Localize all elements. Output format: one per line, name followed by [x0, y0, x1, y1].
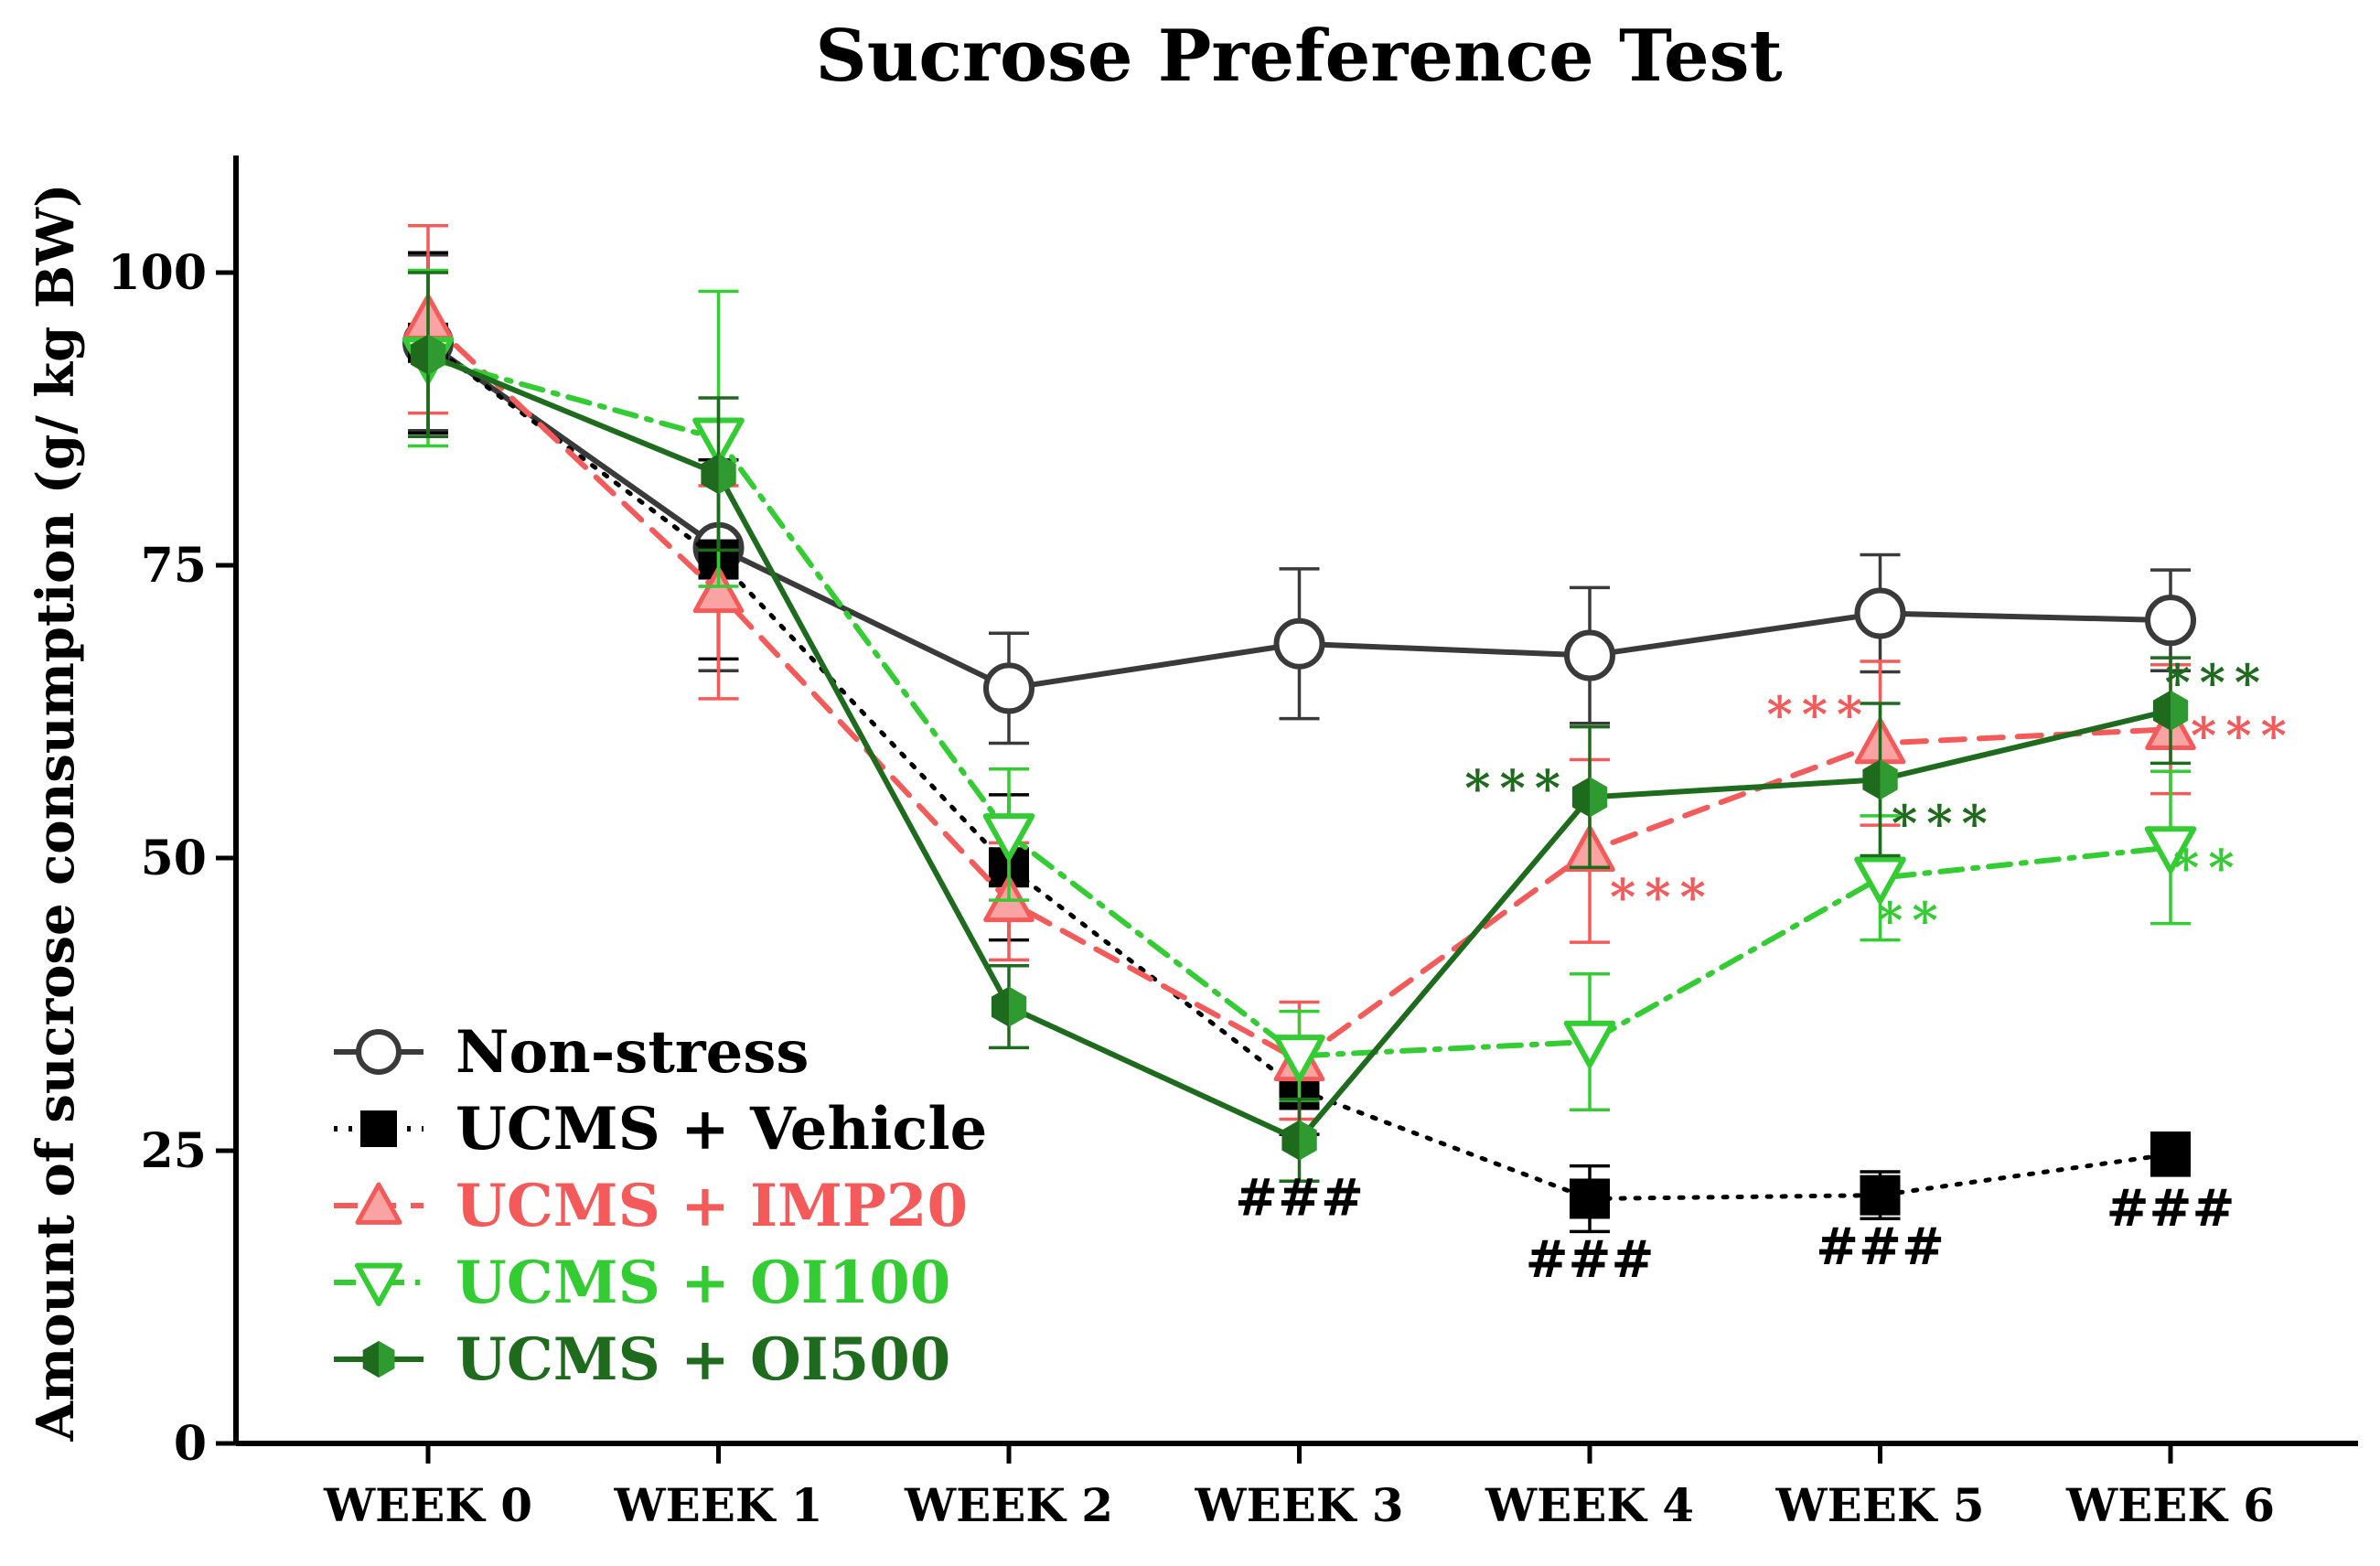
axes: 0 25 50 75 100 WEEK 0 WEEK 1 WEEK 2 WEEK 3 WEEK 4… [107, 156, 2358, 1532]
data-point [1273, 617, 1325, 670]
significance-star-label: ** [1877, 891, 1946, 949]
x-tick-label: WEEK 6 [2065, 1478, 2275, 1532]
data-point [1570, 1178, 1610, 1219]
y-tick-label: 50 [141, 831, 207, 886]
series-layer [402, 224, 2197, 1234]
y-axis-label: Amount of sucrose consumption (g/ kg BW) [26, 184, 86, 1443]
data-point [983, 662, 1035, 714]
significance-hash-label: ### [2107, 1178, 2235, 1239]
legend-label: Non-stress [456, 1018, 809, 1087]
legend-marker [356, 1029, 402, 1075]
data-point-half [1299, 1120, 1317, 1161]
data-point-half [1880, 759, 1898, 800]
data-point [1854, 587, 1906, 639]
significance-star-label: *** [1766, 685, 1871, 744]
significance-star-label: *** [2191, 706, 2296, 765]
data-point [1564, 629, 1615, 681]
x-tick-label: WEEK 5 [1774, 1478, 1984, 1532]
data-point [2144, 826, 2197, 874]
data-point [1854, 856, 1906, 905]
x-tick-label: WEEK 0 [323, 1478, 532, 1532]
x-tick-label: WEEK 1 [613, 1478, 822, 1532]
significance-hash-label: ### [1816, 1217, 1945, 1277]
series-ucms-oi500 [408, 271, 2191, 1184]
legend-label: UCMS + Vehicle [456, 1095, 987, 1164]
significance-star-label: *** [2164, 653, 2269, 712]
data-point-half [1009, 986, 1027, 1027]
significance-star-label: *** [1610, 867, 1715, 926]
x-tick-label: WEEK 4 [1485, 1478, 1694, 1532]
y-tick-label: 0 [174, 1416, 207, 1472]
legend-item: UCMS + OI500 [334, 1325, 950, 1394]
legend-label: UCMS + IMP20 [456, 1172, 968, 1240]
y-tick-label: 100 [107, 245, 207, 301]
legend-item: Non-stress [334, 1018, 809, 1087]
significance-star-label: *** [1892, 794, 1997, 853]
data-point [1273, 1035, 1325, 1082]
significance-star-label: ** [2173, 838, 2243, 896]
y-tick-label: 75 [141, 538, 207, 594]
y-tick-label: 25 [141, 1123, 207, 1179]
data-point [982, 813, 1035, 861]
data-point [692, 566, 745, 614]
annotation-layer: ###### ######********************** [1235, 653, 2296, 1290]
data-point [1860, 1174, 1901, 1216]
data-point-half [428, 334, 446, 375]
significance-hash-label: ### [1526, 1229, 1655, 1290]
legend-label: UCMS + OI500 [456, 1325, 950, 1394]
significance-hash-label: ### [1235, 1167, 1364, 1228]
legend-marker-half [379, 1341, 395, 1378]
legend-marker [355, 1262, 402, 1306]
data-point-half [2171, 690, 2189, 731]
chart-title: Sucrose Preference Test [815, 15, 1782, 98]
data-point-half [1590, 777, 1608, 818]
legend-marker [355, 1182, 402, 1225]
legend: Non-stress UCMS + Vehicle UCMS + IMP20 UCMS… [334, 1018, 987, 1394]
legend-item: UCMS + Vehicle [334, 1095, 987, 1164]
data-point [2150, 1133, 2191, 1174]
legend-label: UCMS + OI100 [456, 1249, 950, 1317]
legend-item: UCMS + OI100 [334, 1249, 950, 1317]
legend-marker [360, 1110, 397, 1147]
data-point [2145, 595, 2196, 647]
x-tick-label: WEEK 3 [1194, 1478, 1403, 1532]
x-tick-label: WEEK 2 [904, 1478, 1113, 1532]
significance-star-label: *** [1464, 758, 1570, 817]
data-point-half [718, 454, 736, 495]
data-point [1563, 1020, 1616, 1068]
legend-item: UCMS + IMP20 [334, 1172, 968, 1240]
